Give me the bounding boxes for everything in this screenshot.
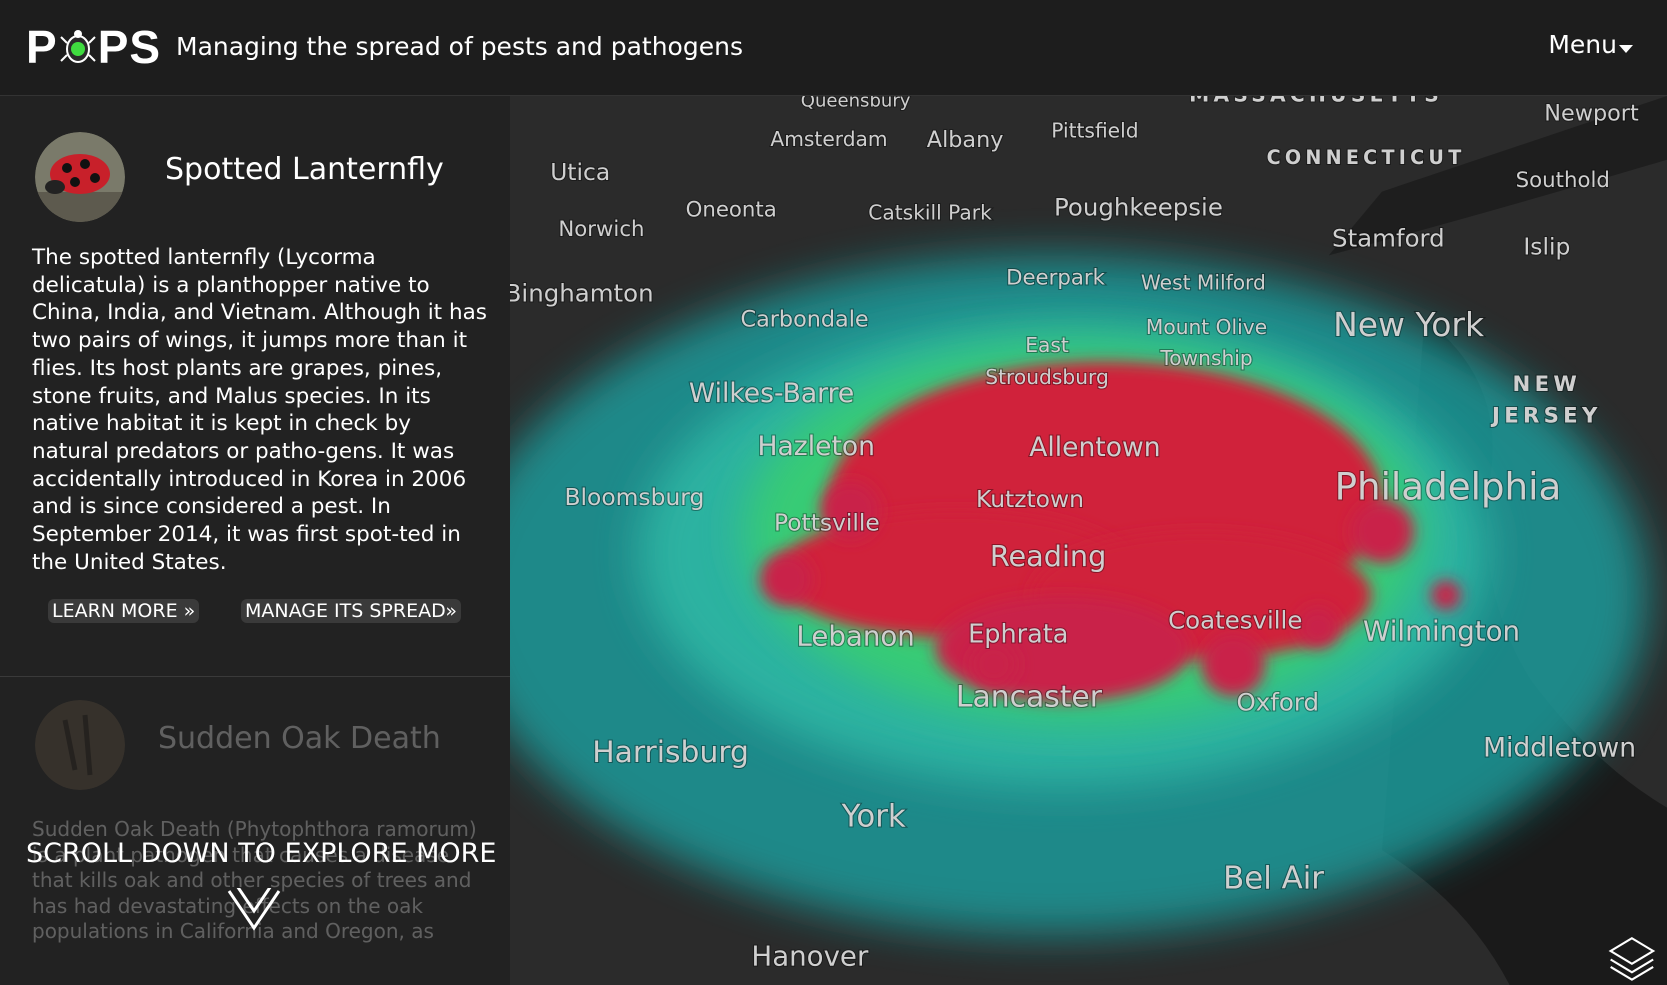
map-label: Township bbox=[1159, 346, 1252, 370]
menu-caret bbox=[1619, 45, 1633, 53]
map-label: Oneonta bbox=[686, 198, 777, 223]
map-label: Queensbury bbox=[801, 96, 911, 111]
spread-layer bbox=[510, 255, 1648, 935]
logo[interactable]: P PS bbox=[26, 20, 161, 74]
map-label: Harrisburg bbox=[592, 735, 749, 770]
map-label: Pittsfield bbox=[1051, 119, 1138, 143]
map-label: Philadelphia bbox=[1335, 465, 1562, 509]
map-label: Middletown bbox=[1483, 733, 1636, 764]
map-label: Bloomsburg bbox=[564, 483, 704, 511]
map-label: Kutztown bbox=[976, 485, 1084, 513]
menu-button[interactable]: Menu bbox=[1548, 30, 1617, 59]
map-label: Ephrata bbox=[968, 620, 1068, 650]
map-label: Carbondale bbox=[740, 307, 868, 333]
map[interactable]: Queensbury Amsterdam Albany Pittsfield MASSA… bbox=[510, 96, 1667, 985]
logo-text: PS bbox=[97, 21, 162, 73]
map-label: West Milford bbox=[1141, 271, 1266, 295]
map-label: Lancaster bbox=[956, 680, 1103, 715]
scroll-hint: SCROLL DOWN TO EXPLORE MORE bbox=[26, 838, 497, 869]
map-label: Poughkeepsie bbox=[1054, 193, 1223, 222]
map-label: Coatesville bbox=[1168, 606, 1302, 635]
map-label: Deerpark bbox=[1006, 266, 1106, 291]
map-label: MASSACHUSETTS bbox=[1189, 96, 1443, 106]
map-label: Bel Air bbox=[1223, 860, 1324, 896]
card-title: Sudden Oak Death bbox=[158, 721, 441, 756]
map-label: East bbox=[1025, 333, 1069, 357]
map-label: Albany bbox=[927, 127, 1004, 153]
logo-text: P bbox=[26, 21, 58, 73]
pest-avatar bbox=[35, 700, 125, 790]
map-label: Wilkes-Barre bbox=[689, 378, 854, 409]
scroll-chevron[interactable] bbox=[226, 888, 282, 936]
card-description: Sudden Oak Death (Phytophthora ramorum) … bbox=[32, 817, 477, 943]
map-label: Southold bbox=[1516, 168, 1610, 193]
map-label: Stroudsburg bbox=[985, 365, 1109, 389]
side-panel: Spotted Lanternfly The spotted lanternfl… bbox=[0, 96, 510, 985]
card-description: The spotted lanternfly (Lycorma delicatu… bbox=[32, 245, 487, 575]
water bbox=[1328, 96, 1667, 256]
map-label: New York bbox=[1333, 305, 1484, 344]
map-label: Amsterdam bbox=[770, 127, 887, 151]
map-label: CONNECTICUT bbox=[1267, 146, 1466, 169]
map-label: NEW bbox=[1513, 372, 1582, 397]
pest-avatar bbox=[35, 132, 125, 222]
map-label: Reading bbox=[990, 539, 1107, 573]
map-label: Hazleton bbox=[758, 431, 875, 462]
map-label: Lebanon bbox=[796, 620, 914, 653]
tagline: Managing the spread of pests and pathoge… bbox=[176, 32, 743, 61]
map-label: Oxford bbox=[1237, 688, 1319, 717]
map-label: Allentown bbox=[1029, 432, 1160, 463]
learn-more-link[interactable]: LEARN MORE » bbox=[48, 599, 200, 623]
map-label: Wilmington bbox=[1363, 614, 1520, 647]
pest-card[interactable]: Sudden Oak Death Sudden Oak Death (Phyto… bbox=[0, 677, 510, 985]
map-label: Hanover bbox=[751, 939, 869, 972]
map-label: Stamford bbox=[1332, 223, 1445, 252]
map-label: Utica bbox=[550, 158, 610, 186]
layers-button[interactable] bbox=[1608, 937, 1656, 981]
map-label: Newport bbox=[1544, 101, 1639, 127]
header: P PS Managing the spread of pests and pa… bbox=[0, 0, 1667, 96]
pest-card[interactable]: Spotted Lanternfly The spotted lanternfl… bbox=[0, 96, 510, 677]
manage-spread-link[interactable]: MANAGE ITS SPREAD» bbox=[241, 599, 461, 623]
map-label: Pottsville bbox=[774, 509, 880, 537]
card-title: Spotted Lanternfly bbox=[165, 152, 444, 187]
map-labels: Queensbury Amsterdam Albany Pittsfield MASSA… bbox=[510, 96, 1640, 973]
map-label: Islip bbox=[1523, 232, 1570, 260]
logo-bug-icon bbox=[59, 30, 96, 63]
map-label: Binghamton bbox=[510, 279, 654, 308]
map-label: JERSEY bbox=[1490, 404, 1602, 429]
map-label: York bbox=[841, 799, 906, 835]
map-label: Catskill Park bbox=[868, 200, 992, 224]
map-label: Mount Olive bbox=[1146, 315, 1267, 339]
map-label: Norwich bbox=[558, 217, 644, 242]
